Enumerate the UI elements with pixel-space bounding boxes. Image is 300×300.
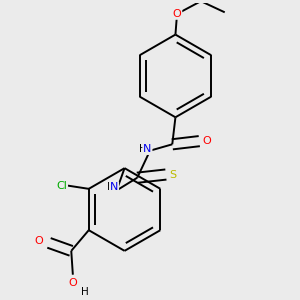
Text: Cl: Cl: [56, 181, 67, 191]
Text: N: N: [110, 182, 118, 192]
Text: O: O: [202, 136, 211, 146]
Text: O: O: [34, 236, 43, 246]
Text: S: S: [169, 169, 176, 179]
Text: H: H: [107, 182, 115, 192]
Text: H: H: [81, 287, 89, 297]
Text: H: H: [139, 144, 147, 154]
Text: O: O: [173, 9, 182, 19]
Text: O: O: [68, 278, 77, 288]
Text: N: N: [143, 144, 152, 154]
